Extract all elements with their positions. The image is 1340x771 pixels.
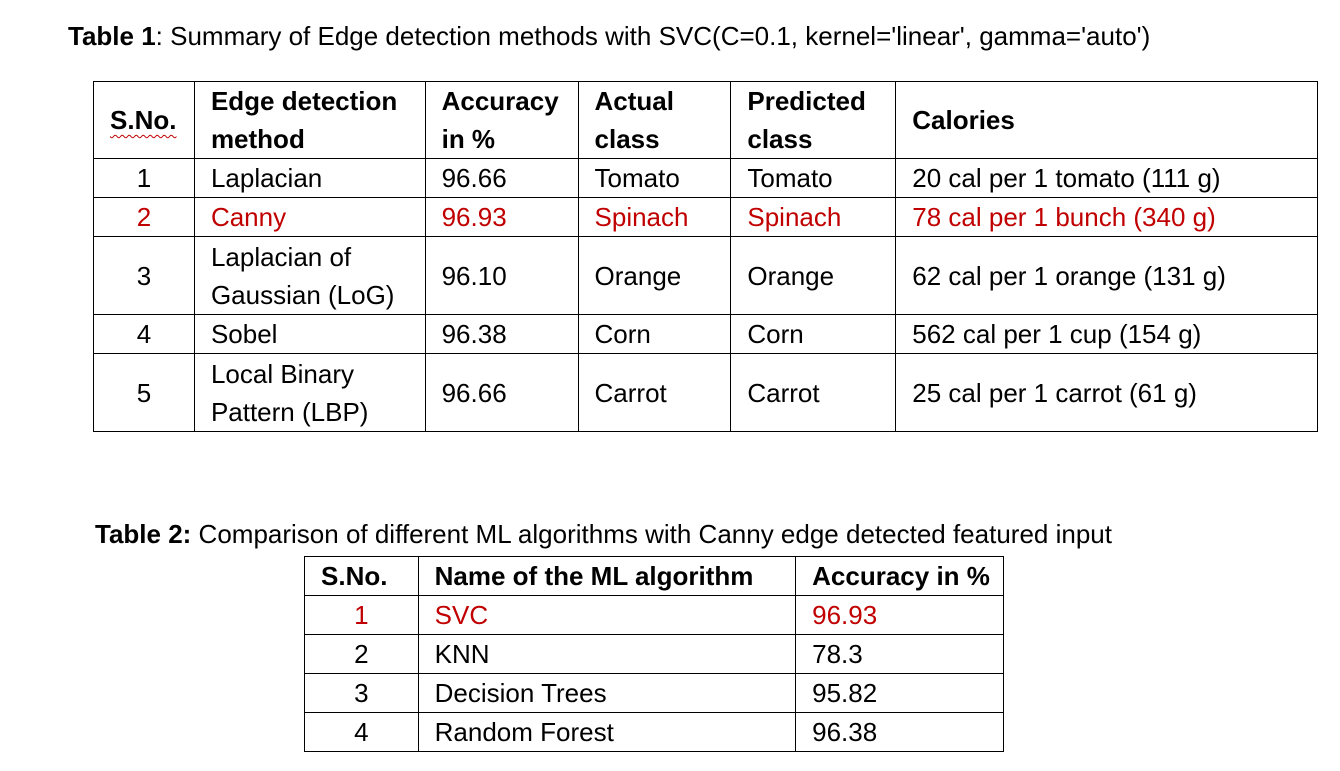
table1-cell-predicted: Orange xyxy=(730,236,897,315)
table2-cell-accuracy: 96.38 xyxy=(795,712,1004,752)
table1-cell-sno: 2 xyxy=(93,197,195,237)
table1-header-method: Edge detection method xyxy=(193,81,426,159)
table2-cell-sno: 4 xyxy=(304,712,419,752)
table1-cell-sno: 4 xyxy=(93,314,195,354)
table1-cell-accuracy: 96.10 xyxy=(424,236,579,315)
table1-cell-accuracy: 96.38 xyxy=(424,314,579,354)
table1-header-calories: Calories xyxy=(895,81,1318,159)
table1-cell-sno: 5 xyxy=(93,353,195,432)
table2-cell-algorithm: Random Forest xyxy=(417,712,797,752)
table-row: 3 Decision Trees 95.82 xyxy=(304,673,1004,713)
table2-header-accuracy: Accuracy in % xyxy=(795,556,1004,596)
table1-cell-method: Sobel xyxy=(193,314,426,354)
table2-cell-algorithm: Decision Trees xyxy=(417,673,797,713)
table1-cell-calories: 562 cal per 1 cup (154 g) xyxy=(895,314,1318,354)
table1-header-row: S.No. Edge detection method Accuracy in … xyxy=(93,81,1318,159)
table1-cell-method: Canny xyxy=(193,197,426,237)
table1-cell-predicted: Tomato xyxy=(730,158,897,198)
table-row: 4 Random Forest 96.38 xyxy=(304,712,1004,752)
table1-caption-label: Table 1 xyxy=(68,21,156,51)
table2-caption-text: Comparison of different ML algorithms wi… xyxy=(191,519,1112,549)
table-row: 4 Sobel 96.38 Corn Corn 562 cal per 1 cu… xyxy=(93,314,1318,354)
table-row: 3 Laplacian of Gaussian (LoG) 96.10 Oran… xyxy=(93,236,1318,315)
table-row: 1 SVC 96.93 xyxy=(304,595,1004,635)
table1-cell-calories: 25 cal per 1 carrot (61 g) xyxy=(895,353,1318,432)
table1-cell-calories: 20 cal per 1 tomato (111 g) xyxy=(895,158,1318,198)
table1-cell-accuracy: 96.93 xyxy=(424,197,579,237)
table1-header-sno: S.No. xyxy=(93,81,195,159)
table1-cell-predicted: Carrot xyxy=(730,353,897,432)
table2-cell-sno: 3 xyxy=(304,673,419,713)
table1-cell-actual: Carrot xyxy=(577,353,732,432)
table1-cell-actual: Tomato xyxy=(577,158,732,198)
table2-cell-algorithm: SVC xyxy=(417,595,797,635)
table1-cell-predicted: Spinach xyxy=(730,197,897,237)
table1-cell-actual: Orange xyxy=(577,236,732,315)
table2-header-algorithm: Name of the ML algorithm xyxy=(417,556,797,596)
table1-cell-sno: 3 xyxy=(93,236,195,315)
table2-cell-accuracy: 95.82 xyxy=(795,673,1004,713)
table2-cell-sno: 1 xyxy=(304,595,419,635)
table1-header-actual: Actual class xyxy=(577,81,732,159)
table1-cell-sno: 1 xyxy=(93,158,195,198)
table1-caption: Table 1: Summary of Edge detection metho… xyxy=(68,19,1150,53)
table1-header-predicted: Predicted class xyxy=(730,81,897,159)
table1-cell-accuracy: 96.66 xyxy=(424,353,579,432)
table1-cell-predicted: Corn xyxy=(730,314,897,354)
table1-cell-calories: 78 cal per 1 bunch (340 g) xyxy=(895,197,1318,237)
table1-cell-actual: Spinach xyxy=(577,197,732,237)
table-row: 1 Laplacian 96.66 Tomato Tomato 20 cal p… xyxy=(93,158,1318,198)
table2-caption: Table 2: Comparison of different ML algo… xyxy=(95,517,1112,551)
table2-cell-sno: 2 xyxy=(304,634,419,674)
table-row: 5 Local Binary Pattern (LBP) 96.66 Carro… xyxy=(93,353,1318,432)
table1-cell-method: Local Binary Pattern (LBP) xyxy=(193,353,426,432)
table2-cell-accuracy: 96.93 xyxy=(795,595,1004,635)
table-row: 2 Canny 96.93 Spinach Spinach 78 cal per… xyxy=(93,197,1318,237)
table1-cell-method: Laplacian of Gaussian (LoG) xyxy=(193,236,426,315)
table2-header-row: S.No. Name of the ML algorithm Accuracy … xyxy=(304,556,1004,596)
table1-cell-method: Laplacian xyxy=(193,158,426,198)
table2-cell-accuracy: 78.3 xyxy=(795,634,1004,674)
table-row: 2 KNN 78.3 xyxy=(304,634,1004,674)
table1-cell-accuracy: 96.66 xyxy=(424,158,579,198)
table2-cell-algorithm: KNN xyxy=(417,634,797,674)
table1-cell-actual: Corn xyxy=(577,314,732,354)
table1-caption-text: : Summary of Edge detection methods with… xyxy=(155,21,1151,51)
table2-header-sno: S.No. xyxy=(304,556,419,596)
table1-header-accuracy: Accuracy in % xyxy=(424,81,579,159)
table1: S.No. Edge detection method Accuracy in … xyxy=(93,81,1318,432)
table2: S.No. Name of the ML algorithm Accuracy … xyxy=(304,556,1004,752)
table2-caption-label: Table 2: xyxy=(95,519,192,549)
table1-cell-calories: 62 cal per 1 orange (131 g) xyxy=(895,236,1318,315)
